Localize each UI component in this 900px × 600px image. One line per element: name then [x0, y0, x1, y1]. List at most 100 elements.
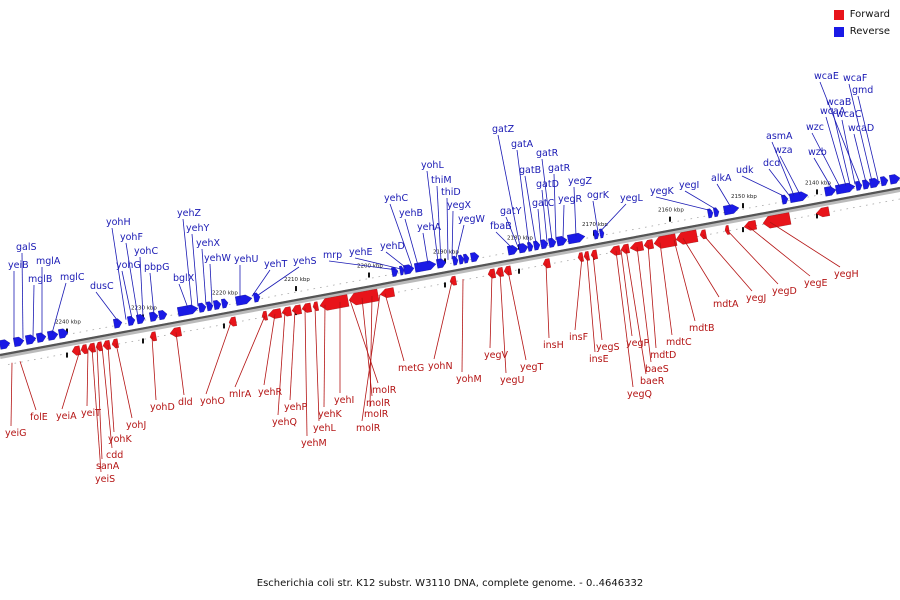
forward-gene-label[interactable]: yehL [313, 423, 336, 434]
forward-gene-arrow[interactable] [583, 251, 590, 261]
reverse-gene-label[interactable]: dcd [763, 158, 780, 169]
reverse-gene-label[interactable]: mglB [28, 274, 52, 285]
reverse-gene-label[interactable]: thiM [431, 175, 452, 186]
forward-gene-label[interactable]: yegE [804, 278, 828, 289]
reverse-gene-label[interactable]: alkA [711, 173, 732, 184]
forward-gene-label[interactable]: metG [398, 363, 424, 374]
forward-gene-label[interactable]: yehR [258, 387, 282, 398]
forward-gene-label[interactable]: molR [366, 398, 391, 409]
reverse-gene-label[interactable]: wcaB [826, 97, 851, 108]
forward-gene-arrow[interactable] [281, 306, 292, 317]
forward-gene-arrow[interactable] [762, 212, 792, 229]
reverse-gene-arrow[interactable] [136, 314, 146, 325]
reverse-gene-label[interactable]: gatB [519, 165, 541, 176]
reverse-gene-label[interactable]: yegR [558, 194, 582, 205]
forward-gene-arrow[interactable] [503, 265, 512, 276]
forward-gene-arrow[interactable] [815, 206, 830, 218]
reverse-gene-arrow[interactable] [518, 243, 529, 254]
reverse-gene-arrow[interactable] [567, 232, 586, 245]
reverse-gene-label[interactable]: fbaB [490, 221, 512, 232]
forward-gene-arrow[interactable] [95, 341, 103, 352]
reverse-gene-label[interactable]: mrp [323, 250, 342, 261]
forward-gene-arrow[interactable] [542, 258, 551, 269]
reverse-gene-label[interactable]: yegW [458, 214, 485, 225]
reverse-gene-label[interactable]: wcaC [836, 109, 862, 120]
forward-gene-label[interactable]: yehM [301, 438, 327, 449]
reverse-gene-label[interactable]: gatY [500, 206, 522, 217]
forward-gene-label[interactable]: insE [589, 354, 609, 365]
reverse-gene-label[interactable]: wzc [806, 122, 824, 133]
forward-gene-arrow[interactable] [743, 220, 757, 231]
forward-gene-arrow[interactable] [629, 241, 644, 252]
reverse-gene-arrow[interactable] [556, 236, 568, 247]
reverse-gene-label[interactable]: bglX [173, 273, 195, 284]
reverse-gene-label[interactable]: gatZ [492, 124, 515, 135]
forward-gene-label[interactable]: yohJ [126, 420, 146, 431]
reverse-gene-label[interactable]: wza [774, 145, 793, 156]
reverse-gene-label[interactable]: yohG [116, 260, 141, 271]
forward-gene-arrow[interactable] [102, 340, 111, 350]
reverse-gene-label[interactable]: yehY [186, 223, 209, 234]
reverse-gene-label[interactable]: yegK [650, 186, 674, 197]
reverse-gene-label[interactable]: yohF [120, 232, 143, 243]
forward-gene-label[interactable]: yeiA [56, 411, 77, 422]
forward-gene-label[interactable]: yohO [200, 396, 225, 407]
reverse-gene-label[interactable]: yehX [196, 238, 220, 249]
reverse-gene-label[interactable]: yehS [293, 256, 317, 267]
reverse-gene-arrow[interactable] [824, 186, 837, 197]
forward-gene-label[interactable]: yeiG [5, 428, 26, 439]
forward-gene-label[interactable]: yohK [108, 434, 132, 445]
reverse-gene-arrow[interactable] [158, 310, 168, 321]
forward-gene-arrow[interactable] [609, 245, 621, 256]
reverse-gene-label[interactable]: yehT [264, 259, 287, 270]
reverse-gene-arrow[interactable] [0, 339, 11, 350]
forward-gene-label[interactable]: mdtD [650, 350, 676, 361]
forward-gene-arrow[interactable] [577, 252, 584, 262]
forward-gene-label[interactable]: yohD [150, 402, 175, 413]
reverse-gene-arrow[interactable] [177, 304, 199, 317]
forward-gene-arrow[interactable] [620, 243, 630, 254]
forward-gene-label[interactable]: mdtC [666, 337, 692, 348]
reverse-gene-arrow[interactable] [463, 253, 470, 264]
reverse-gene-label[interactable]: gatA [511, 139, 534, 150]
forward-gene-label[interactable]: folE [30, 412, 48, 423]
reverse-gene-arrow[interactable] [458, 254, 465, 265]
reverse-gene-arrow[interactable] [436, 258, 447, 269]
reverse-gene-label[interactable]: wzb [808, 147, 827, 158]
reverse-gene-arrow[interactable] [213, 300, 222, 310]
reverse-gene-arrow[interactable] [533, 240, 541, 251]
forward-gene-arrow[interactable] [379, 287, 395, 298]
forward-gene-label[interactable]: baeR [640, 376, 665, 387]
reverse-gene-label[interactable]: yehZ [177, 208, 201, 219]
forward-gene-arrow[interactable] [169, 326, 182, 338]
forward-gene-arrow[interactable] [319, 294, 350, 311]
forward-gene-label[interactable]: yehI [334, 395, 354, 406]
reverse-gene-arrow[interactable] [781, 194, 789, 205]
reverse-gene-label[interactable]: yehW [204, 253, 231, 264]
reverse-gene-label[interactable]: yegZ [568, 176, 592, 187]
reverse-gene-arrow[interactable] [723, 204, 740, 216]
forward-gene-label[interactable]: yegJ [746, 293, 766, 304]
reverse-gene-label[interactable]: yehE [349, 247, 373, 258]
reverse-gene-label[interactable]: wcaE [814, 71, 839, 82]
forward-gene-label[interactable]: yegV [484, 350, 508, 361]
reverse-gene-arrow[interactable] [527, 241, 534, 252]
reverse-gene-label[interactable]: wcaF [843, 73, 867, 84]
reverse-gene-arrow[interactable] [855, 180, 863, 191]
reverse-gene-label[interactable]: gatR [548, 163, 571, 174]
reverse-gene-arrow[interactable] [713, 207, 720, 218]
forward-gene-arrow[interactable] [80, 344, 88, 355]
reverse-gene-label[interactable]: yegI [679, 180, 699, 191]
reverse-gene-arrow[interactable] [25, 334, 37, 345]
reverse-gene-arrow[interactable] [13, 336, 25, 347]
forward-gene-label[interactable]: yohM [456, 374, 482, 385]
forward-gene-label[interactable]: yohN [428, 361, 453, 372]
reverse-gene-label[interactable]: dusC [90, 281, 114, 292]
forward-gene-label[interactable]: mdtB [689, 323, 715, 334]
reverse-gene-label[interactable]: wcaD [848, 123, 874, 134]
reverse-gene-arrow[interactable] [414, 260, 437, 273]
forward-gene-arrow[interactable] [267, 308, 282, 319]
reverse-gene-arrow[interactable] [835, 182, 856, 195]
reverse-gene-label[interactable]: yohH [106, 217, 131, 228]
